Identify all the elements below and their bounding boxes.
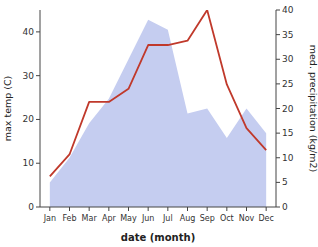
y2-tick (276, 34, 280, 35)
y-tick (36, 207, 40, 208)
y2-tick (276, 59, 280, 60)
y2-tick-label: 40 (282, 5, 294, 15)
y-tick (36, 31, 40, 32)
y-tick-label: 40 (23, 27, 35, 37)
y-axis-line (40, 10, 41, 207)
y-tick (36, 75, 40, 76)
plot-area (50, 10, 266, 207)
x-tick-label: Jan (43, 214, 56, 223)
y-tick (36, 163, 40, 164)
x-tick-label: Jun (141, 214, 155, 223)
y-tick-label: 30 (23, 71, 35, 81)
y2-tick-label: 25 (282, 79, 293, 89)
y2-tick-label: 0 (282, 202, 288, 212)
y-tick-label: 10 (23, 158, 35, 168)
temperature-line (50, 10, 266, 176)
x-tick (49, 207, 50, 211)
x-tick-label: Mar (82, 214, 98, 223)
y2-tick (276, 133, 280, 134)
x-tick (266, 207, 267, 211)
y2-axis-label: med. precipitation (kg/m2) (308, 45, 318, 172)
x-tick-label: Aug (180, 214, 196, 223)
y2-tick (276, 108, 280, 109)
chart: 0 10 20 30 40 0 5 10 15 20 25 30 35 40 Jan Feb Mar AprMay… (0, 0, 318, 247)
x-axis-label: date (month) (121, 232, 195, 243)
x-axis-line (40, 207, 276, 208)
y2-tick (276, 83, 280, 84)
x-tick (187, 207, 188, 211)
y-tick-label: 20 (23, 114, 35, 124)
y2-tick-label: 15 (282, 128, 293, 138)
y2-tick-label: 30 (282, 54, 294, 64)
x-tick (108, 207, 109, 211)
y2-tick (276, 207, 280, 208)
y2-tick-label: 35 (282, 30, 293, 40)
y2-tick (276, 182, 280, 183)
x-tick (226, 207, 227, 211)
y2-tick-label: 10 (282, 153, 294, 163)
x-tick-label: Feb (62, 214, 76, 223)
x-tick (69, 207, 70, 211)
x-tick (207, 207, 208, 211)
x-tick-label: Oct (220, 214, 234, 223)
x-tick-label: Jul (162, 214, 173, 223)
x-tick (167, 207, 168, 211)
y2-tick (276, 10, 280, 11)
y-tick-label: 0 (28, 202, 34, 212)
x-tick (89, 207, 90, 211)
precipitation-area (50, 20, 266, 207)
y-axis-label: max temp (C) (2, 76, 13, 142)
x-tick-label: Apr (102, 214, 117, 223)
y2-tick-label: 20 (282, 104, 294, 114)
x-tick-label: Dec (258, 214, 273, 223)
x-tick-label: May (120, 214, 137, 223)
y-tick (36, 119, 40, 120)
x-tick (246, 207, 247, 211)
x-tick-label: Nov (239, 214, 255, 223)
y2-tick-label: 5 (282, 177, 288, 187)
x-tick (148, 207, 149, 211)
y2-tick (276, 157, 280, 158)
x-tick-label: Sep (200, 214, 215, 223)
x-tick (128, 207, 129, 211)
